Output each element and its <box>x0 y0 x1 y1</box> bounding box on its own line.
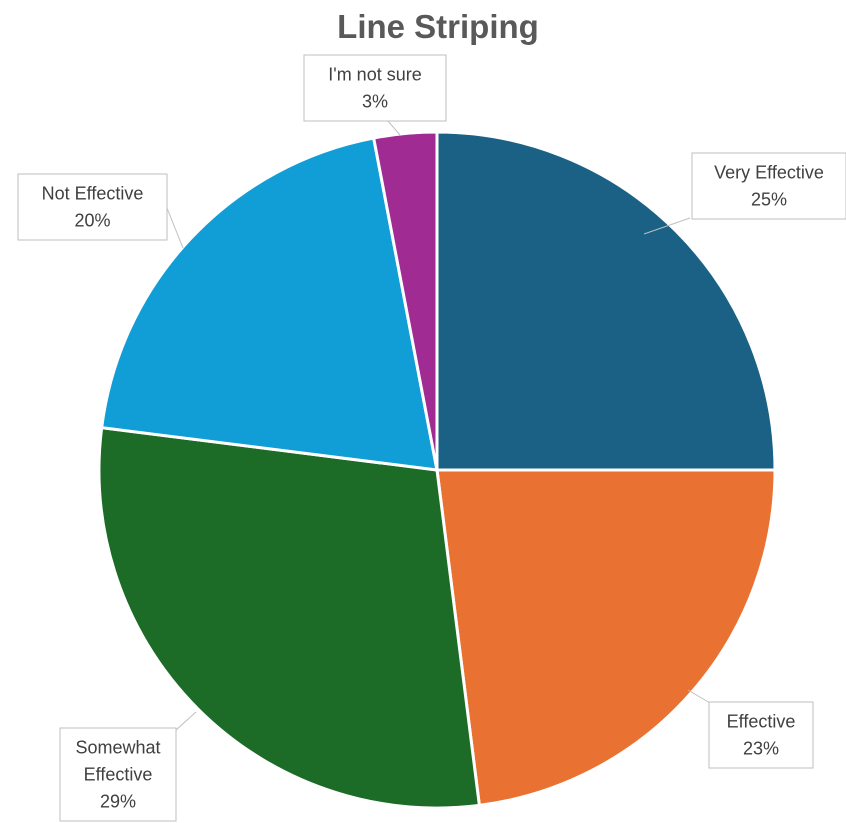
callout-value: 23% <box>743 739 779 759</box>
callout-label: I'm not sure <box>328 65 421 85</box>
callout-label: Effective <box>727 712 796 732</box>
callout-somewhat-effective: Somewhat Effective 29% <box>59 727 177 822</box>
data-label-callouts: Very Effective 25% Effective 23% Somewhat Eff… <box>17 54 846 822</box>
pie-slice-not-effective <box>100 136 439 472</box>
callout-label: Somewhat <box>75 738 160 758</box>
callout-box <box>59 727 177 822</box>
leader-line-i-m-not-sure <box>387 120 401 136</box>
callout-value: 29% <box>100 792 136 812</box>
callout-label: Very Effective <box>714 163 824 183</box>
callout-box <box>303 54 447 122</box>
pie-slice-very-effective <box>435 130 777 472</box>
callout-value: 3% <box>362 92 388 112</box>
callout-value: 25% <box>751 190 787 210</box>
callout-i-m-not-sure: I'm not sure 3% <box>303 54 447 122</box>
callout-leaders <box>166 120 711 731</box>
chart-title: Line Striping <box>337 8 539 45</box>
callout-effective: Effective 23% <box>708 701 814 769</box>
pie-slice-i-m-not-sure <box>372 130 439 472</box>
callout-value: 20% <box>74 211 110 231</box>
callout-not-effective: Not Effective 20% <box>17 173 168 241</box>
pie-slice-somewhat-effective <box>97 426 481 810</box>
pie-slice-effective <box>435 468 777 807</box>
callout-label: Not Effective <box>42 184 144 204</box>
callout-box <box>17 173 168 241</box>
leader-line-somewhat-effective <box>175 711 197 731</box>
callout-very-effective: Very Effective 25% <box>691 152 846 220</box>
pie-slices <box>97 130 777 810</box>
callout-box <box>708 701 814 769</box>
leader-line-effective <box>687 689 711 704</box>
callout-box <box>691 152 846 220</box>
leader-line-not-effective <box>166 207 184 249</box>
callout-label: Effective <box>84 765 153 785</box>
leader-line-very-effective <box>643 217 691 235</box>
